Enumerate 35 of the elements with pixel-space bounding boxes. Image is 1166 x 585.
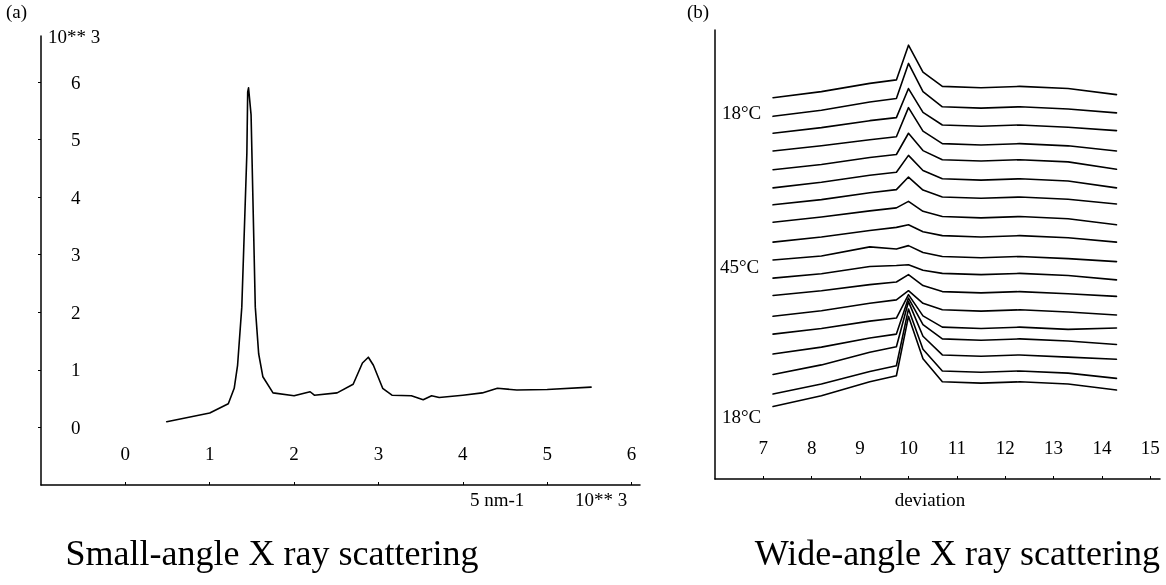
x-tick-label: 11 (947, 437, 966, 458)
x-tick-label: 1 (204, 443, 215, 464)
text: Wide-angle X ray scattering (754, 533, 1160, 573)
text: Small-angle X ray scattering (65, 533, 479, 573)
x-tick-label: 14 (1092, 437, 1112, 458)
x-tick-label: 15 (1140, 437, 1160, 458)
x-tick-label: 12 (995, 437, 1015, 458)
x-tick-label: 13 (1044, 437, 1064, 458)
x-tick-label: 3 (373, 443, 384, 464)
x-tick-label: 4 (458, 443, 469, 464)
x-tick-label: 10 (898, 437, 918, 458)
y-axis-title: 10** 3 (48, 25, 101, 47)
y-tick-label: 3 (71, 244, 81, 266)
text: (a) (6, 1, 28, 23)
x-axis-title: 5 nm-1 (470, 489, 525, 510)
y-tick-label: 5 (71, 129, 81, 151)
annotation: 18°C (722, 406, 762, 427)
text: 10** 3 (575, 489, 628, 510)
annotation: 18°C (722, 102, 762, 123)
y-tick-label: 0 (71, 416, 81, 438)
text: (b) (687, 1, 710, 23)
y-tick-label: 1 (71, 359, 81, 381)
x-axis-title: deviation (894, 489, 966, 510)
x-tick-label: 9 (855, 437, 865, 458)
y-tick-label: 6 (71, 71, 81, 93)
y-tick-label: 2 (71, 301, 81, 323)
annotation: 45°C (720, 256, 760, 277)
line-series (165, 87, 592, 423)
x-tick-label: 5 (542, 443, 552, 464)
x-tick-label: 6 (626, 443, 637, 464)
x-tick-label: 2 (289, 443, 299, 464)
x-tick-label: 0 (120, 443, 131, 464)
y-tick-label: 4 (71, 186, 81, 208)
x-tick-label: 8 (806, 437, 817, 458)
x-tick-label: 7 (758, 437, 769, 458)
